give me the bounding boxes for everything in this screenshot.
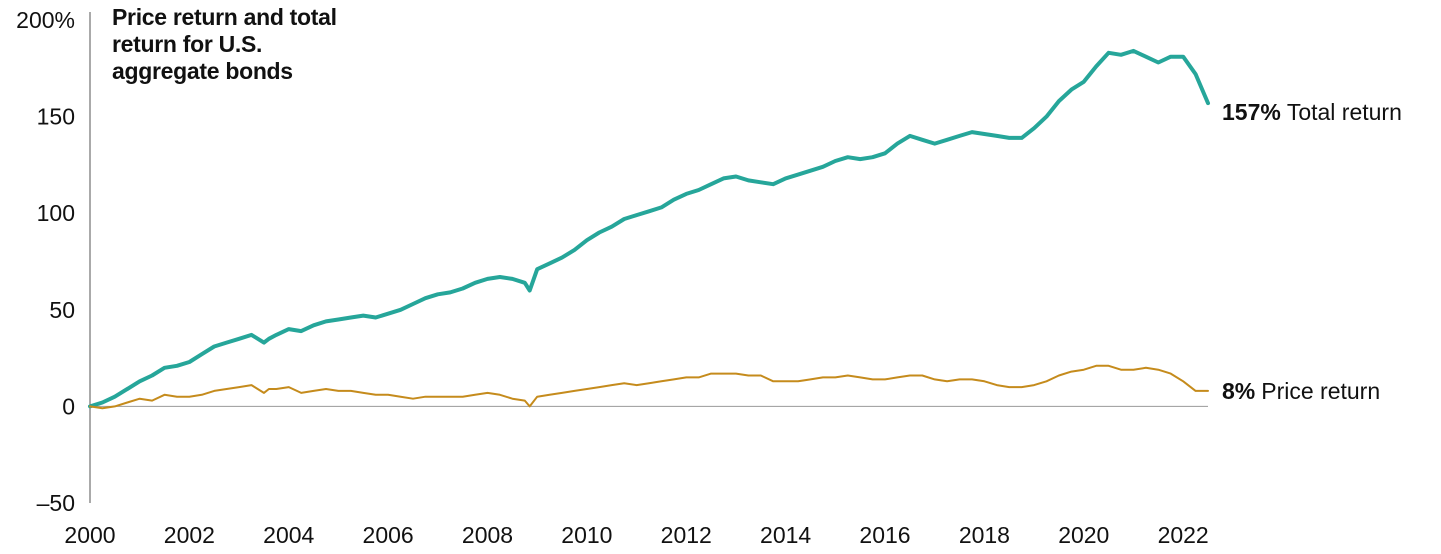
x-tick-label: 2006 bbox=[363, 522, 414, 548]
x-tick-label: 2004 bbox=[263, 522, 314, 548]
end-label-name: Price return bbox=[1261, 378, 1380, 404]
x-tick-label: 2020 bbox=[1058, 522, 1109, 548]
series-layer bbox=[88, 48, 1210, 410]
end-label-total-return: 157% Total return bbox=[1222, 99, 1402, 125]
end-labels: 157% Total return 8% Price return bbox=[1222, 99, 1402, 404]
end-label-value: 8% bbox=[1222, 378, 1255, 404]
y-tick-label: –50 bbox=[37, 490, 75, 516]
x-tick-label: 2014 bbox=[760, 522, 811, 548]
y-tick-label: 150 bbox=[37, 104, 75, 130]
end-label-value: 157% bbox=[1222, 99, 1281, 125]
x-tick-label: 2002 bbox=[164, 522, 215, 548]
x-tick-label: 2022 bbox=[1158, 522, 1209, 548]
y-tick-label: 200% bbox=[16, 7, 75, 33]
x-tick-label: 2018 bbox=[959, 522, 1010, 548]
y-tick-label: 100 bbox=[37, 200, 75, 226]
x-tick-label: 2000 bbox=[64, 522, 115, 548]
end-label-price-return: 8% Price return bbox=[1222, 378, 1380, 404]
x-tick-label: 2016 bbox=[859, 522, 910, 548]
x-tick-label: 2012 bbox=[661, 522, 712, 548]
series-line-total-return bbox=[88, 48, 1210, 409]
series-line-price-return bbox=[89, 364, 1209, 410]
y-axis-ticks: 200% 150 100 50 0 –50 bbox=[16, 7, 75, 516]
y-tick-label: 50 bbox=[49, 297, 75, 323]
x-axis-ticks: 2000 2002 2004 2006 2008 2010 2012 2014 2016 2018… bbox=[64, 522, 1208, 548]
y-tick-label: 0 bbox=[62, 393, 75, 419]
end-label-name: Total return bbox=[1287, 99, 1402, 125]
x-tick-label: 2008 bbox=[462, 522, 513, 548]
x-tick-label: 2010 bbox=[561, 522, 612, 548]
chart-title: Price return and total return for U.S. a… bbox=[112, 4, 337, 84]
